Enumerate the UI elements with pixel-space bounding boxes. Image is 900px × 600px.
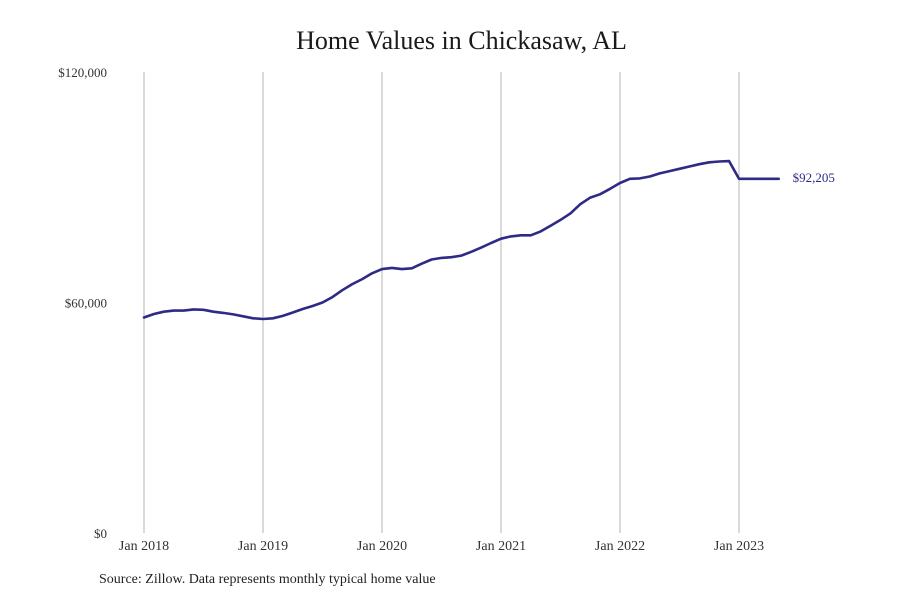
- x-tick-label: Jan 2018: [119, 539, 169, 554]
- x-tick-label: Jan 2021: [476, 539, 526, 554]
- x-tick-label: Jan 2022: [595, 539, 645, 554]
- end-value-label: $92,205: [793, 170, 835, 185]
- y-tick-label: $120,000: [58, 65, 107, 80]
- y-axis-ticks: $0 $60,000 $120,000: [58, 65, 107, 541]
- series-layer: $92,205: [142, 159, 835, 321]
- y-tick-label: $0: [94, 526, 107, 541]
- x-tick-label: Jan 2019: [238, 539, 288, 554]
- source-note: Source: Zillow. Data represents monthly …: [99, 572, 436, 587]
- chart-title: Home Values in Chickasaw, AL: [296, 26, 627, 55]
- x-axis-ticks: Jan 2018 Jan 2019 Jan 2020 Jan 2021 Jan 2022…: [119, 539, 764, 554]
- x-tick-label: Jan 2020: [357, 539, 407, 554]
- series-line: [142, 159, 781, 321]
- grid-lines: [143, 72, 740, 533]
- x-tick-label: Jan 2023: [714, 539, 764, 554]
- y-tick-label: $60,000: [65, 296, 107, 311]
